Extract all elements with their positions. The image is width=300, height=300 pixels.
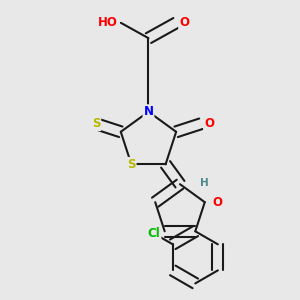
Text: S: S [92,117,100,130]
Text: HO: HO [98,16,118,29]
Text: O: O [179,16,189,29]
Text: S: S [127,158,136,171]
Text: O: O [204,117,214,130]
Text: O: O [212,196,222,209]
Text: N: N [143,105,154,118]
Text: H: H [200,178,209,188]
Text: Cl: Cl [148,227,161,240]
